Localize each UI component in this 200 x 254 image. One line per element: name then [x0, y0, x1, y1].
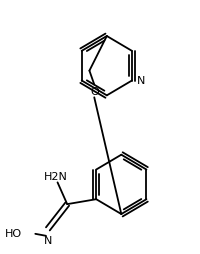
Text: N: N: [43, 236, 52, 246]
Text: HO: HO: [5, 229, 22, 239]
Text: N: N: [136, 75, 144, 86]
Text: O: O: [89, 87, 98, 97]
Text: H2N: H2N: [43, 172, 67, 182]
